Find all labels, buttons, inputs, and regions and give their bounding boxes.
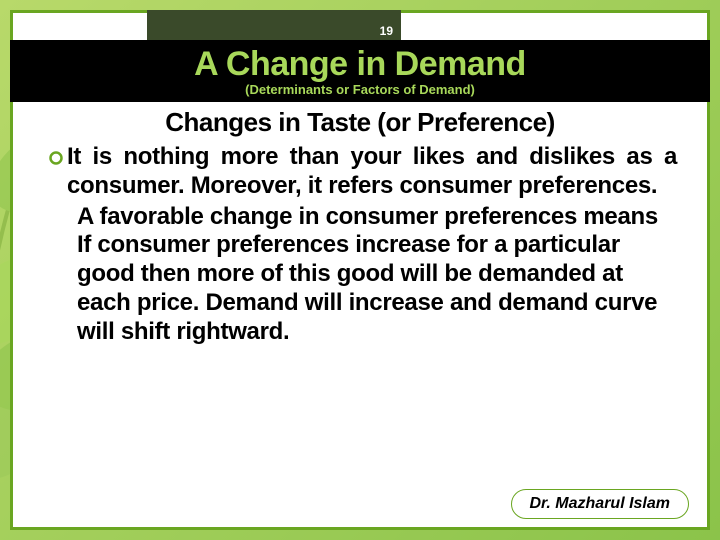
page-number-box: 19: [147, 10, 401, 40]
body-text: It is nothing more than your likes and d…: [49, 143, 677, 347]
author-box: Dr. Mazharul Islam: [511, 489, 690, 519]
slide-title: A Change in Demand: [194, 45, 526, 84]
slide-content-box: 19 A Change in Demand (Determinants or F…: [10, 10, 710, 530]
slide-subtitle: (Determinants or Factors of Demand): [245, 82, 475, 97]
author-name: Dr. Mazharul Islam: [530, 495, 671, 512]
title-bar: A Change in Demand (Determinants or Fact…: [10, 40, 710, 102]
paragraph-1: It is nothing more than your likes and d…: [67, 143, 677, 201]
slide-subheading: Changes in Taste (or Preference): [13, 107, 707, 138]
page-number: 19: [380, 24, 393, 38]
bullet-icon: [49, 151, 67, 170]
paragraph-2: A favorable change in consumer preferenc…: [77, 203, 677, 347]
